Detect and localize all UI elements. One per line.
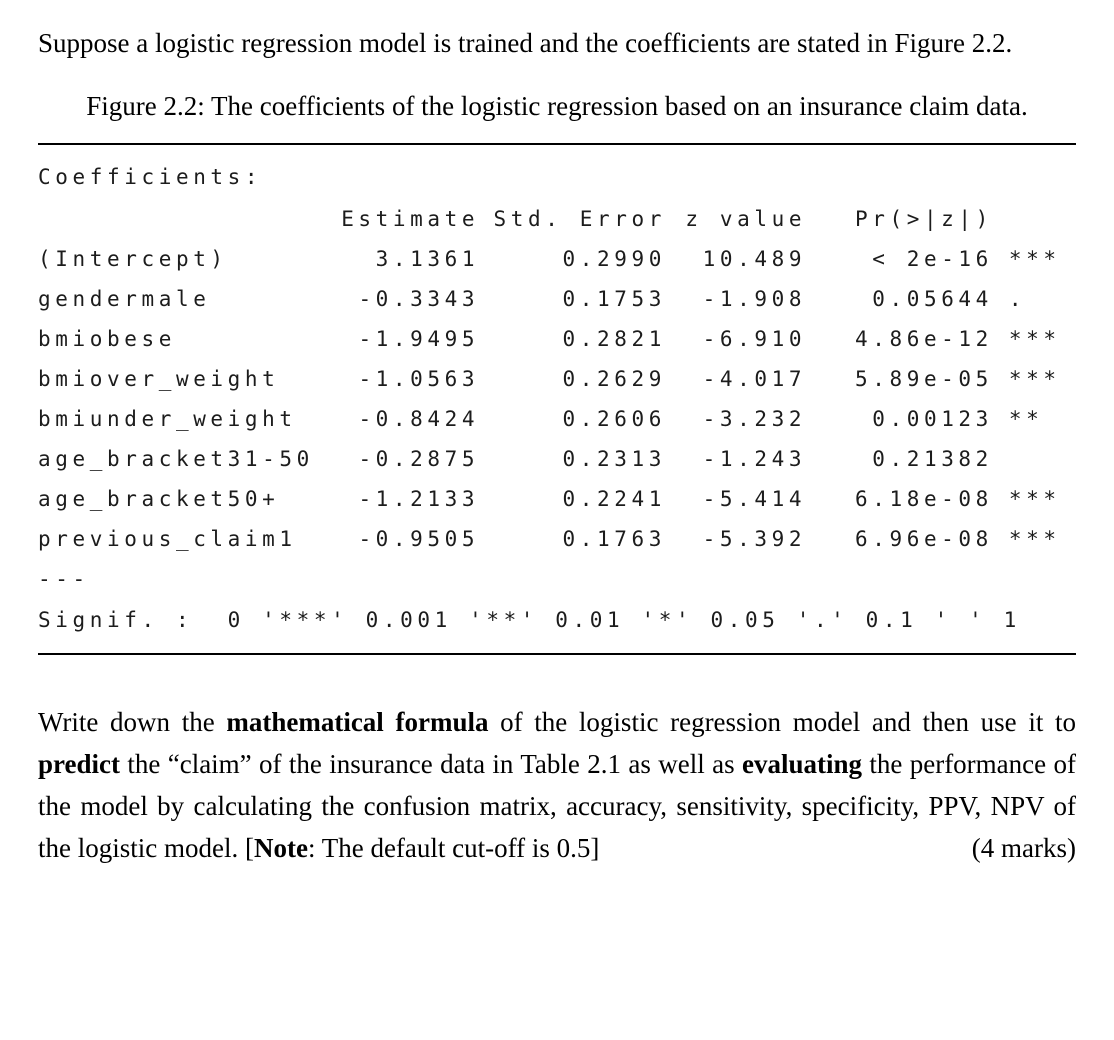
question-bold-evaluating: evaluating	[741, 749, 862, 779]
pr-cell: 5.89e-05	[854, 367, 993, 391]
signif-cell: .	[1008, 287, 1027, 311]
term-header-cell	[38, 199, 334, 239]
table-row: bmiobese -1.9495 0.2821 -6.910 4.86e-12 …	[38, 319, 1076, 359]
signif-cell: ***	[1008, 327, 1061, 351]
coefficients-title: Coefficients:	[38, 165, 263, 189]
term-cell: bmiunder_weight	[38, 407, 297, 431]
separator-line: ---	[38, 567, 90, 591]
estimate-cell: -0.2875	[358, 447, 480, 471]
figure-bottom-rule	[38, 653, 1076, 655]
std-error-cell: 0.2606	[562, 407, 666, 431]
pr-cell: 6.18e-08	[854, 487, 993, 511]
estimate-cell: -1.2133	[358, 487, 480, 511]
column-header-estimate: Estimate	[341, 207, 480, 231]
table-row: bmiunder_weight -0.8424 0.2606 -3.232 0.…	[38, 399, 1076, 439]
pr-cell: 6.96e-08	[854, 527, 993, 551]
intro-paragraph: Suppose a logistic regression model is t…	[38, 22, 1076, 64]
z-value-cell: -3.232	[702, 407, 807, 431]
question-bold-predict: predict	[38, 749, 120, 779]
std-error-cell: 0.2241	[562, 487, 666, 511]
figure-caption: Figure 2.2: The coefficients of the logi…	[52, 85, 1062, 127]
pr-cell: 0.00123	[872, 407, 993, 431]
estimate-cell: -1.9495	[358, 327, 480, 351]
pr-cell: 0.21382	[872, 447, 993, 471]
column-header-pr: Pr(>|z|)	[854, 207, 993, 231]
signif-cell: ***	[1008, 527, 1061, 551]
question-text: of the logistic regression model and the…	[488, 707, 1076, 737]
table-row: gendermale -0.3343 0.1753 -1.908 0.05644…	[38, 279, 1076, 319]
z-value-cell: -1.243	[702, 447, 807, 471]
z-value-cell: -5.414	[702, 487, 807, 511]
z-value-cell: -5.392	[702, 527, 807, 551]
term-cell: previous_claim1	[38, 527, 297, 551]
r-output-block: Coefficients: Estimate Std. Error z valu…	[38, 145, 1076, 653]
question-text: : The default cut-off is 0.5]	[307, 833, 600, 863]
signif-header-cell	[993, 199, 1076, 239]
term-cell: gendermale	[38, 287, 211, 311]
signif-cell: ***	[1008, 367, 1061, 391]
column-header-z-value: z value	[685, 207, 807, 231]
pr-cell: 0.05644	[872, 287, 993, 311]
document-page: Suppose a logistic regression model is t…	[38, 22, 1076, 869]
std-error-cell: 0.2629	[562, 367, 666, 391]
column-header-std-error: Std. Error	[493, 207, 666, 231]
question-paragraph: Write down the mathematical formula of t…	[38, 701, 1076, 869]
z-value-cell: -4.017	[702, 367, 807, 391]
table-row: age_bracket50+ -1.2133 0.2241 -5.414 6.1…	[38, 479, 1076, 519]
std-error-cell: 0.1753	[562, 287, 666, 311]
signif-codes-line: Signif. : 0 '***' 0.001 '**' 0.01 '*' 0.…	[38, 608, 1021, 632]
question-text: the performance of the model by calculat…	[38, 749, 1076, 863]
estimate-cell: -0.3343	[358, 287, 480, 311]
question-text: Write down the	[38, 707, 227, 737]
estimate-cell: -0.8424	[358, 407, 480, 431]
signif-cell	[993, 439, 1076, 479]
table-row: bmiover_weight -1.0563 0.2629 -4.017 5.8…	[38, 359, 1076, 399]
figure-caption-text: Figure 2.2: The coefficients of the logi…	[86, 91, 1028, 121]
marks-label: (4 marks)	[971, 833, 1076, 863]
pr-cell: 4.86e-12	[854, 327, 993, 351]
pr-cell: < 2e-16	[872, 247, 993, 271]
coefficients-header-row: Estimate Std. Error z value Pr(>|z|)	[38, 199, 1076, 239]
std-error-cell: 0.2990	[562, 247, 666, 271]
question-text: the “claim” of the insurance data in Tab…	[120, 749, 742, 779]
term-cell: bmiobese	[38, 327, 176, 351]
std-error-cell: 0.2821	[562, 327, 666, 351]
signif-cell: **	[1008, 407, 1044, 431]
figure-top-rule	[38, 143, 1076, 145]
estimate-cell: 3.1361	[375, 247, 480, 271]
estimate-cell: -0.9505	[358, 527, 480, 551]
std-error-cell: 0.1763	[562, 527, 666, 551]
z-value-cell: -1.908	[702, 287, 807, 311]
table-row: (Intercept) 3.1361 0.2990 10.489 < 2e-16…	[38, 239, 1076, 279]
z-value-cell: -6.910	[702, 327, 807, 351]
table-row: age_bracket31-50 -0.2875 0.2313 -1.243 0…	[38, 439, 1076, 479]
table-row: previous_claim1 -0.9505 0.1763 -5.392 6.…	[38, 519, 1076, 559]
term-cell: (Intercept)	[38, 247, 228, 271]
std-error-cell: 0.2313	[562, 447, 666, 471]
question-bold-note: Note	[253, 833, 308, 863]
signif-cell: ***	[1008, 247, 1061, 271]
coefficients-table: Estimate Std. Error z value Pr(>|z|) (In…	[38, 199, 1076, 559]
term-cell: age_bracket31-50	[38, 447, 314, 471]
signif-cell: ***	[1008, 487, 1061, 511]
intro-text: Suppose a logistic regression model is t…	[38, 28, 1013, 58]
estimate-cell: -1.0563	[358, 367, 480, 391]
question-bold-mathematical-formula: mathematical formula	[226, 707, 489, 737]
term-cell: bmiover_weight	[38, 367, 280, 391]
z-value-cell: 10.489	[702, 247, 807, 271]
term-cell: age_bracket50+	[38, 487, 280, 511]
